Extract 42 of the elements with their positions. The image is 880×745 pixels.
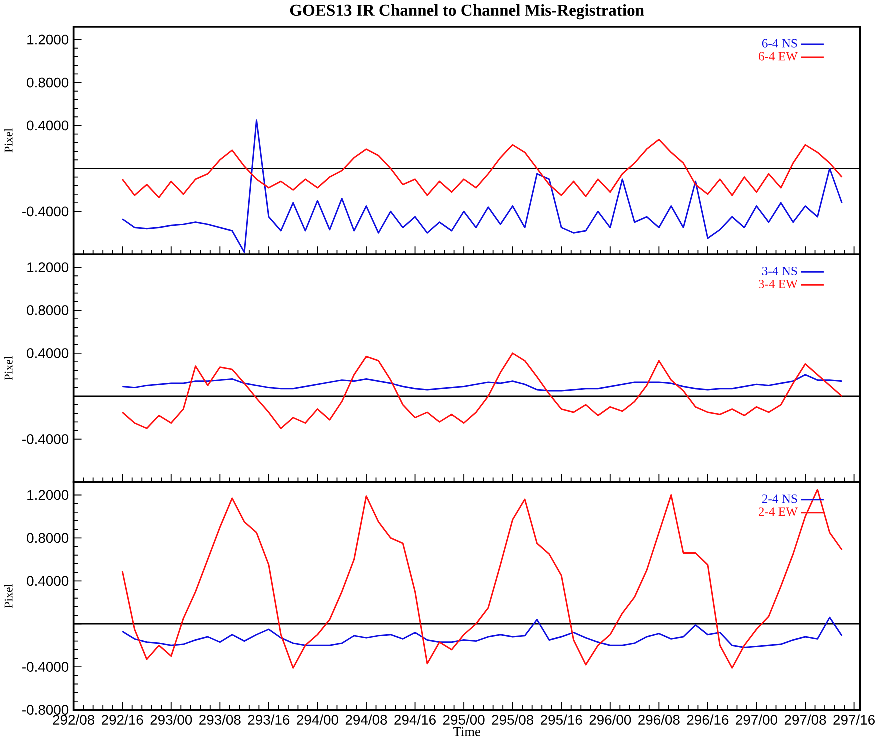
y-tick-label: 0.4000 [27,576,69,586]
x-tick-label: 292/16 [102,714,144,726]
x-tick-label: 295/16 [541,714,582,726]
x-tick-label: 297/00 [736,714,778,726]
x-tick-label: 296/00 [590,714,632,726]
x-tick-label: 296/08 [638,714,680,726]
x-tick-label: 294/08 [346,714,388,726]
legend-label: 6-4 EW [758,52,798,61]
legend-label: 3-4 NS [762,267,798,276]
legend-label: 6-4 NS [762,39,798,48]
y-tick-label: 1.2000 [28,262,69,273]
y-tick-label: 1.2000 [28,34,69,45]
y-tick-label: -0.4000 [22,206,69,217]
y-tick-label: 0.4000 [27,348,69,358]
y-tick-label: 0.8000 [27,533,69,544]
x-tick-label: 295/00 [443,714,485,726]
x-tick-label: 293/16 [248,714,290,726]
x-tick-label: 294/00 [297,714,338,726]
legend-label: 3-4 EW [759,280,798,289]
y-axis-title: Pixel [4,584,13,608]
x-tick-label: 294/16 [394,714,436,726]
y-tick-label: 1.2000 [28,490,69,500]
y-tick-label: -0.8000 [22,705,69,716]
y-axis-title: Pixel [4,356,13,380]
chart-title: GOES13 IR Channel to Channel Mis-Registration [290,4,644,20]
x-tick-label: 297/16 [834,714,875,726]
legend-label: 2-4 EW [758,508,798,516]
x-tick-label: 293/00 [150,714,192,726]
x-tick-label: 297/08 [784,714,826,726]
line-series [122,139,843,198]
y-tick-label: -0.4000 [22,434,69,444]
x-tick-label: 296/16 [687,714,729,726]
y-tick-label: -0.4000 [22,662,69,672]
x-axis-title: Time [454,728,480,736]
x-tick-label: 295/08 [492,714,534,726]
y-tick-label: 0.8000 [27,78,69,88]
legend-label: 2-4 NS [762,494,798,504]
y-tick-label: 0.4000 [27,120,69,131]
y-axis-title: Pixel [4,128,13,153]
x-tick-label: 292/08 [53,714,94,726]
y-tick-label: 0.8000 [27,306,69,316]
x-tick-label: 293/08 [200,714,241,726]
